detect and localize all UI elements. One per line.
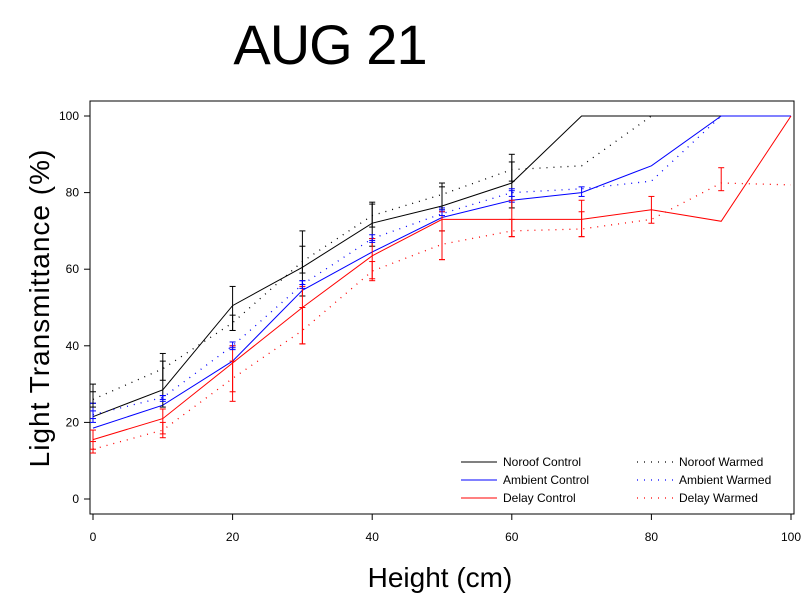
error-bar: [90, 410, 96, 420]
error-bar: [508, 161, 515, 182]
error-bar: [229, 314, 236, 331]
y-axis-label: Light Transmittance (%): [24, 148, 55, 468]
legend-label: Noroof Warmed: [679, 455, 763, 469]
legend-label: Ambient Control: [503, 473, 589, 487]
error-bar: [299, 307, 306, 345]
legend-entry: Noroof Warmed: [637, 455, 763, 469]
series-line-ambient-warmed: [92, 115, 722, 416]
error-bar: [229, 341, 236, 351]
error-bar: [369, 234, 376, 243]
legend-entry: Delay Control: [461, 491, 576, 505]
error-bar: [369, 261, 376, 282]
error-bar: [159, 360, 166, 381]
error-bar: [648, 195, 655, 224]
error-bar: [90, 441, 96, 454]
error-bar: [508, 218, 515, 238]
series-line-delay-control: [92, 115, 792, 441]
y-tick-label: 60: [66, 262, 80, 276]
error-bar: [369, 203, 376, 228]
series-line-ambient-control: [92, 115, 791, 429]
error-bar: [718, 167, 725, 192]
x-tick-label: 80: [645, 530, 659, 544]
x-tick-label: 100: [781, 530, 801, 544]
chart-title: AUG 21: [233, 13, 427, 76]
y-tick-label: 40: [66, 339, 80, 353]
legend-label: Delay Warmed: [679, 491, 758, 505]
error-bar: [90, 391, 96, 408]
legend-entry: Ambient Warmed: [637, 473, 771, 487]
x-tick-label: 20: [226, 530, 240, 544]
x-axis-label: Height (cm): [367, 562, 513, 593]
error-bar: [229, 360, 236, 393]
y-tick-label: 20: [66, 415, 80, 429]
error-bar: [159, 421, 166, 439]
legend-entry: Delay Warmed: [637, 491, 758, 505]
error-bar: [439, 209, 445, 217]
y-tick-label: 0: [72, 492, 79, 506]
legend-entry: Noroof Control: [461, 455, 581, 469]
x-tick-label: 60: [505, 530, 519, 544]
error-bar: [159, 395, 166, 402]
error-bar: [299, 280, 306, 289]
legend-label: Ambient Warmed: [679, 473, 771, 487]
x-tick-label: 0: [90, 530, 97, 544]
y-tick-label: 100: [59, 109, 79, 123]
plot-frame: [89, 100, 795, 515]
y-tick-label: 80: [66, 186, 80, 200]
legend-entry: Ambient Control: [461, 473, 589, 487]
error-bar: [439, 230, 445, 261]
x-tick-label: 40: [366, 530, 380, 544]
legend-label: Noroof Control: [503, 455, 581, 469]
error-bar: [299, 245, 306, 274]
legend-label: Delay Control: [503, 491, 576, 505]
error-bar: [578, 211, 585, 238]
error-bar: [578, 186, 585, 197]
error-bar: [508, 188, 515, 197]
series-line-noroof-control: [92, 115, 791, 418]
